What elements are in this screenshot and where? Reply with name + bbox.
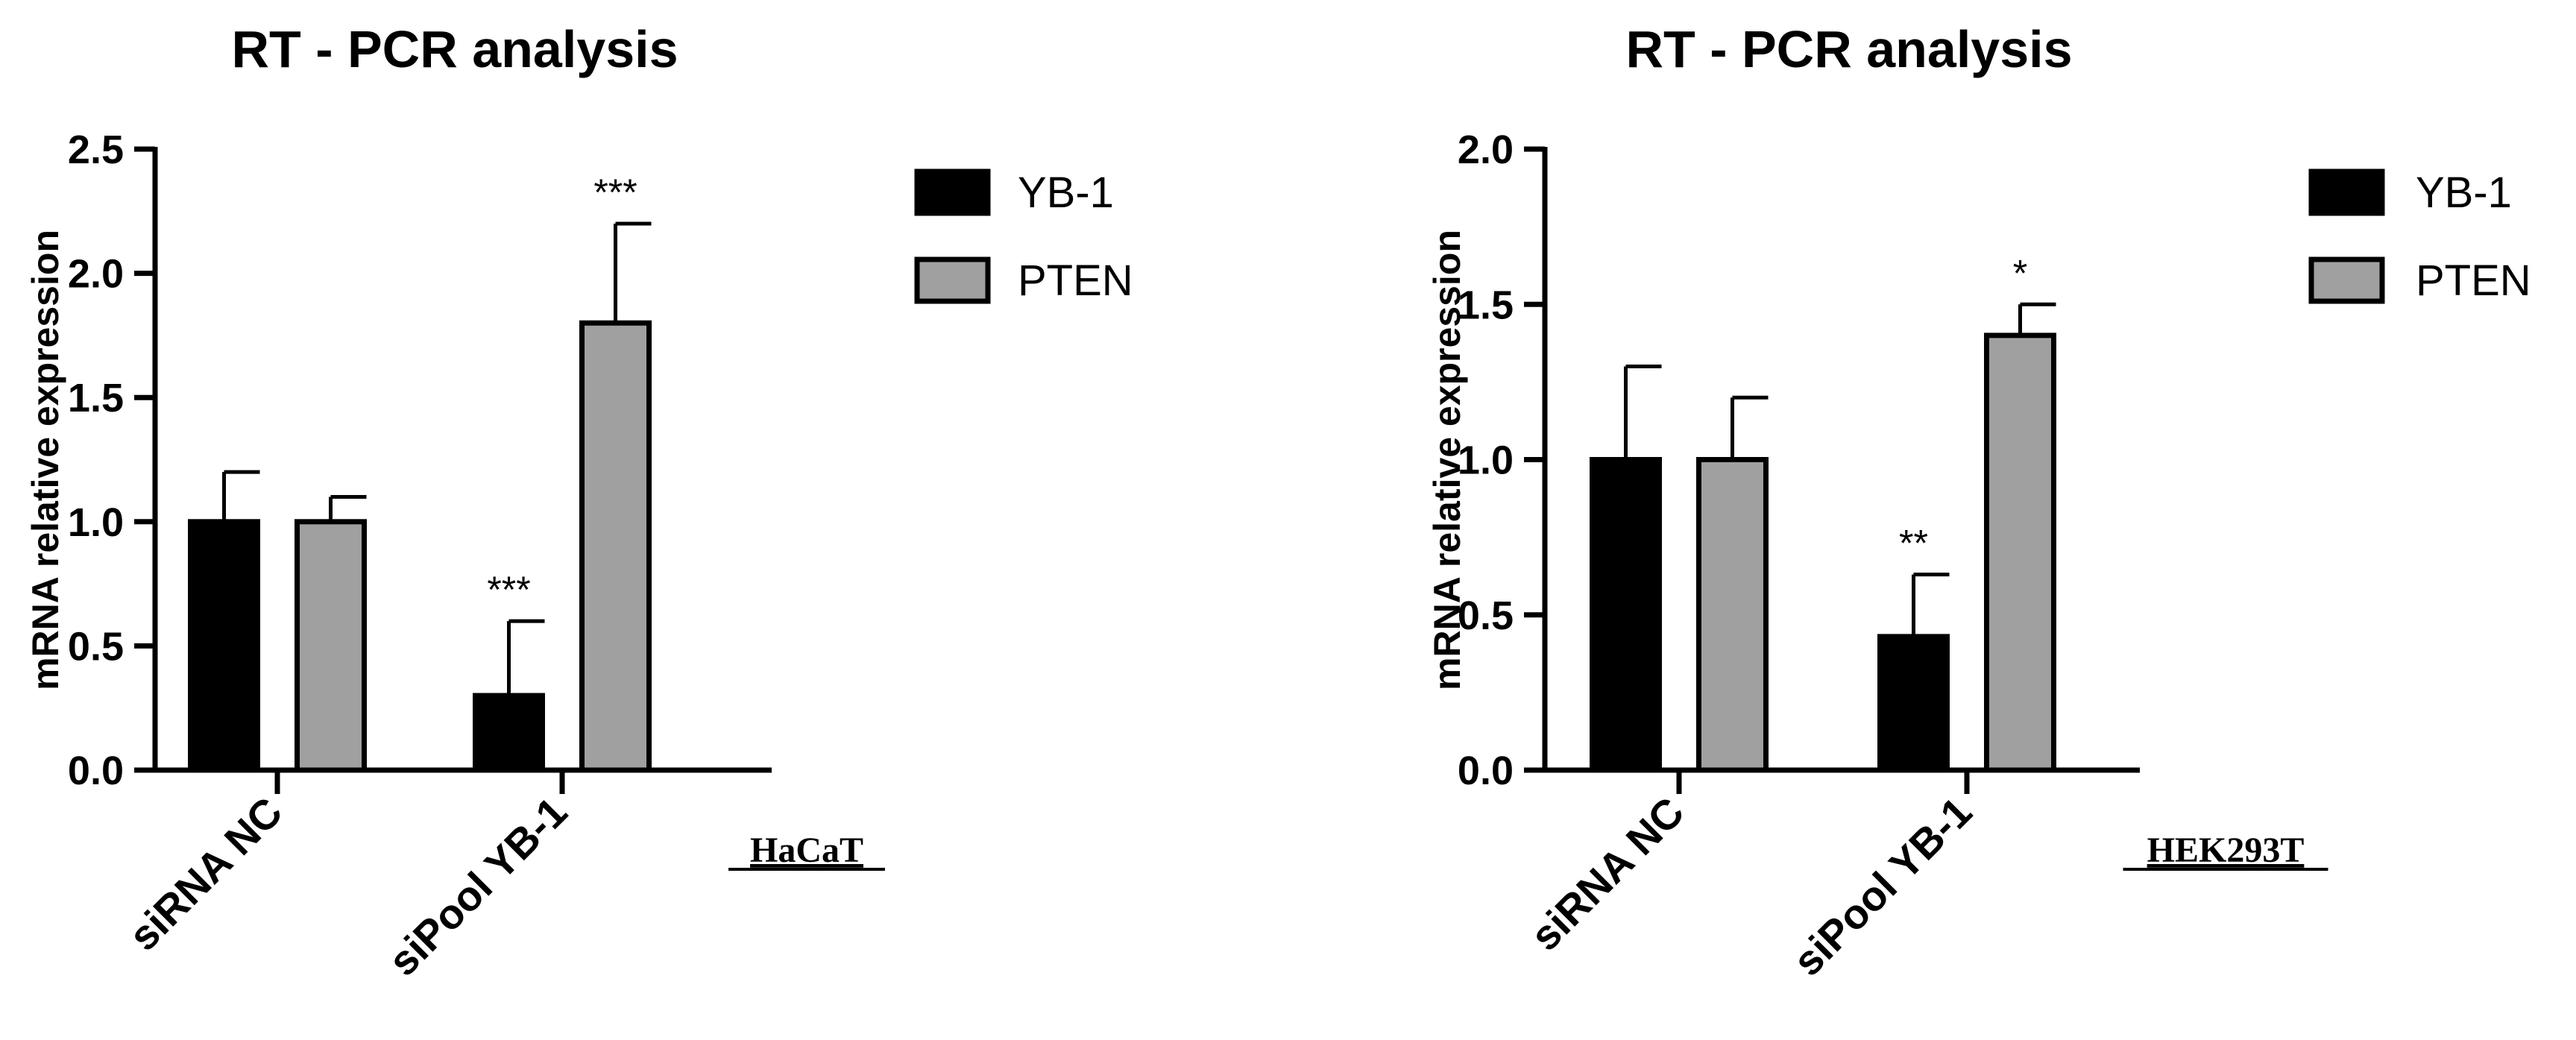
y-tick-label: 1.5 bbox=[68, 376, 124, 420]
bar bbox=[1696, 457, 1769, 773]
legend-label: PTEN bbox=[2416, 256, 2531, 305]
x-category-label: siRNA NC bbox=[1521, 788, 1692, 959]
hacat-panel: RT - PCR analysis mRNA relative expressio… bbox=[25, 20, 1133, 985]
y-tick-label: 2.0 bbox=[68, 252, 124, 297]
chart-title: RT - PCR analysis bbox=[1625, 20, 2072, 78]
bar bbox=[1877, 634, 1950, 773]
y-axis-label: mRNA relative expression bbox=[25, 230, 66, 690]
bar bbox=[1590, 457, 1662, 773]
legend-swatch bbox=[914, 168, 991, 216]
y-tick-label: 0.0 bbox=[1458, 749, 1514, 793]
bar bbox=[1984, 333, 2056, 773]
legend-swatch bbox=[2308, 168, 2385, 216]
bar bbox=[295, 519, 367, 773]
significance-label: *** bbox=[593, 171, 637, 213]
legend-swatch bbox=[914, 256, 991, 304]
y-tick-label: 1.5 bbox=[1458, 283, 1514, 327]
bar bbox=[473, 693, 545, 773]
legend-label: YB-1 bbox=[1018, 168, 1114, 217]
y-tick-label: 0.5 bbox=[1458, 593, 1514, 638]
bar bbox=[188, 519, 260, 773]
y-tick-label: 2.5 bbox=[68, 127, 124, 172]
x-category-label: siPool YB-1 bbox=[380, 788, 576, 985]
significance-label: *** bbox=[487, 569, 530, 611]
x-category-label: siRNA NC bbox=[119, 788, 291, 959]
y-tick-label: 0.0 bbox=[68, 749, 124, 793]
cell-line-label: HaCaT bbox=[750, 831, 863, 870]
y-tick-label: 1.0 bbox=[68, 500, 124, 545]
legend-label: PTEN bbox=[1018, 256, 1133, 305]
bar bbox=[579, 320, 652, 773]
y-tick-label: 0.5 bbox=[68, 624, 124, 669]
y-tick-label: 2.0 bbox=[1458, 127, 1514, 172]
significance-label: * bbox=[2013, 252, 2027, 294]
x-category-label: siPool YB-1 bbox=[1784, 788, 1981, 985]
cell-line-label: HEK293T bbox=[2147, 831, 2305, 870]
legend-swatch bbox=[2308, 256, 2385, 304]
significance-label: ** bbox=[1899, 523, 1928, 564]
hek293t-panel: RT - PCR analysis mRNA relative expressio… bbox=[1426, 20, 2531, 985]
y-tick-label: 1.0 bbox=[1458, 438, 1514, 483]
chart-title: RT - PCR analysis bbox=[231, 20, 678, 78]
legend-label: YB-1 bbox=[2416, 168, 2512, 217]
y-axis-label: mRNA relative expression bbox=[1426, 230, 1468, 690]
